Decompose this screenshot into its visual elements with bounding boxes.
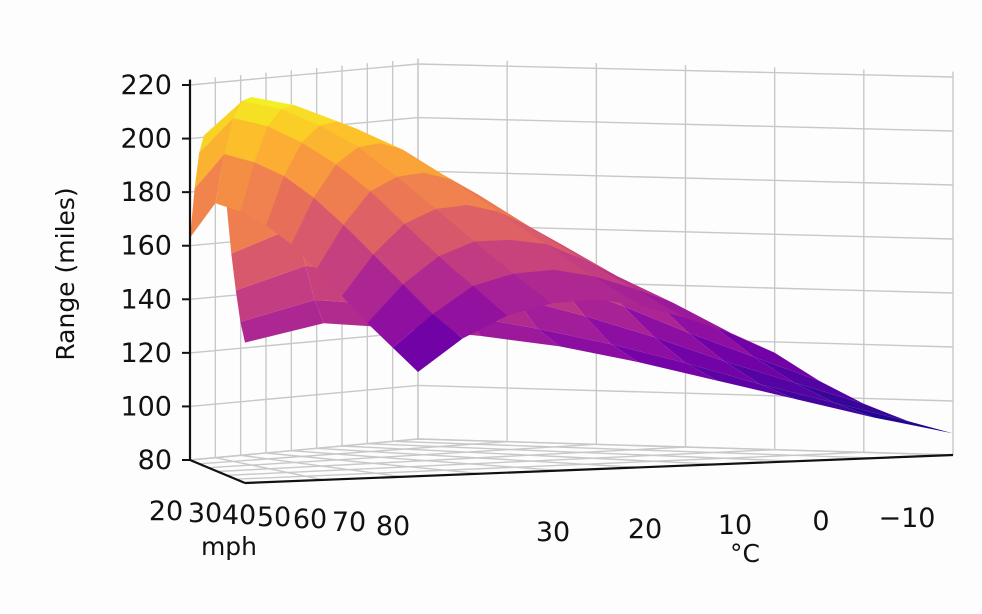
y-tick-label: 0 [812,506,829,537]
surface-face [336,147,398,192]
z-tick-label: 160 [120,231,172,262]
y-tick-label: −10 [879,503,936,534]
surface-face [794,382,909,422]
surface-face [283,142,337,198]
surface-face [392,314,463,372]
x-tick-label: 70 [332,507,366,538]
surface-face [438,241,514,286]
surface-face [224,118,268,163]
y-axis-line [244,453,954,485]
range-surface [190,97,953,434]
surface-face [231,226,306,291]
surface-face [240,300,324,343]
surface-face [753,356,864,404]
surface-face [235,265,315,322]
x-tick-label: 40 [222,500,256,531]
surface-face [654,337,760,385]
surface-face [760,384,875,418]
surface-face [467,205,546,244]
x-axis-line [189,458,246,485]
surface-face [337,121,404,150]
surface-face [688,332,795,383]
z-tick-label: 180 [120,177,172,208]
surface-face [316,224,374,296]
surface-face [291,197,344,269]
surface-face [199,100,243,153]
surface-face [510,240,594,277]
surface-face [611,344,717,381]
surface-face [834,402,953,434]
surface-face [254,126,302,176]
z-axis-label: Range (miles) [51,187,80,360]
z-tick-label: 200 [120,124,172,155]
x-tick-label: 60 [293,504,327,535]
surface-face [537,328,639,363]
surface-face [450,179,530,227]
surface-face [242,97,295,110]
surface-face [370,176,436,224]
z-tick-label: 80 [138,445,172,476]
surface-face [553,269,641,306]
surface-face [724,361,835,403]
surface-face [633,288,731,333]
surface-face [623,306,725,362]
surface-face [319,121,381,147]
surface-face [498,211,582,259]
surface-face [267,109,320,143]
surface-face [529,226,618,277]
surface-face [397,172,467,209]
surface-face [474,240,554,274]
surface-face [233,100,282,127]
surface-face [685,363,796,400]
x-tick-label: 50 [257,502,291,533]
surface-face [373,223,439,285]
surface-face [403,256,473,315]
surface-face [281,105,338,126]
surface-face [342,254,403,324]
surface-face [435,205,511,242]
z-tick-label: 100 [120,391,172,422]
surface-face [514,297,612,345]
x-tick-label: 80 [376,511,410,542]
surface-face [713,326,820,381]
z-tick-label: 120 [120,338,172,369]
surface-face [432,285,508,339]
surface-face [472,273,552,316]
surface-face [513,269,597,304]
surface-face [343,191,405,255]
y-tick-label: 20 [628,514,662,545]
surface-face [545,244,634,289]
y-tick-label: 10 [718,510,752,541]
surface-face [240,162,284,226]
z-tick-label: 140 [120,284,172,315]
surface-face [367,284,433,348]
x-tick-label: 20 [149,496,183,527]
surface-face [215,154,255,212]
surface-face [584,316,686,363]
y-tick-label: 30 [536,517,570,548]
surface-face [190,154,225,238]
z-tick-label: 220 [120,70,172,101]
surface-face [301,125,359,165]
surface-face [404,209,475,257]
surface-face [423,172,499,212]
x-tick-label: 30 [188,498,222,529]
surface-face [358,143,424,177]
surface-face [593,276,686,318]
surface-face [266,176,314,245]
y-axis-label: °C [730,539,760,568]
surface-face [313,164,371,225]
surface-face [194,118,234,189]
x-axis-label: mph [201,532,257,561]
surface-face [380,143,451,180]
